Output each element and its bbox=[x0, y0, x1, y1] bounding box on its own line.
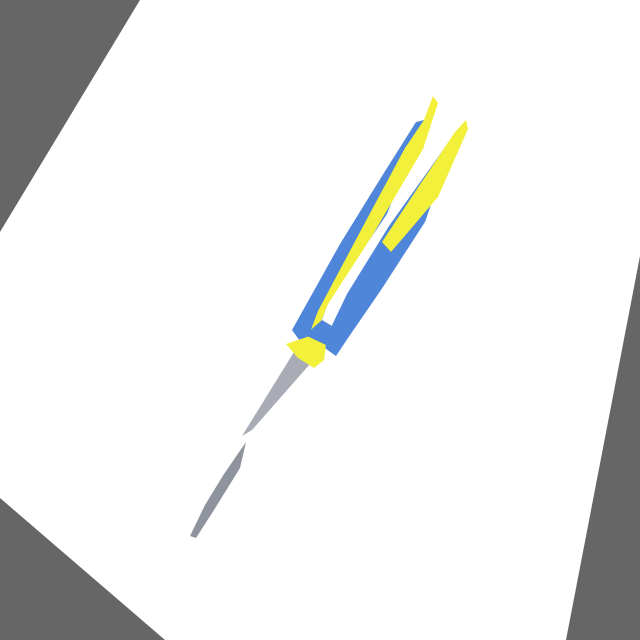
scissors bbox=[190, 96, 468, 538]
scissors-pivot-yellow bbox=[286, 336, 326, 368]
handle-left-yellow bbox=[306, 96, 438, 343]
handle-right-yellow bbox=[382, 120, 468, 252]
scissors-blade-upper bbox=[242, 352, 310, 436]
scissors-pivot-blue bbox=[305, 320, 332, 345]
scissors-blade-lower bbox=[190, 442, 246, 538]
